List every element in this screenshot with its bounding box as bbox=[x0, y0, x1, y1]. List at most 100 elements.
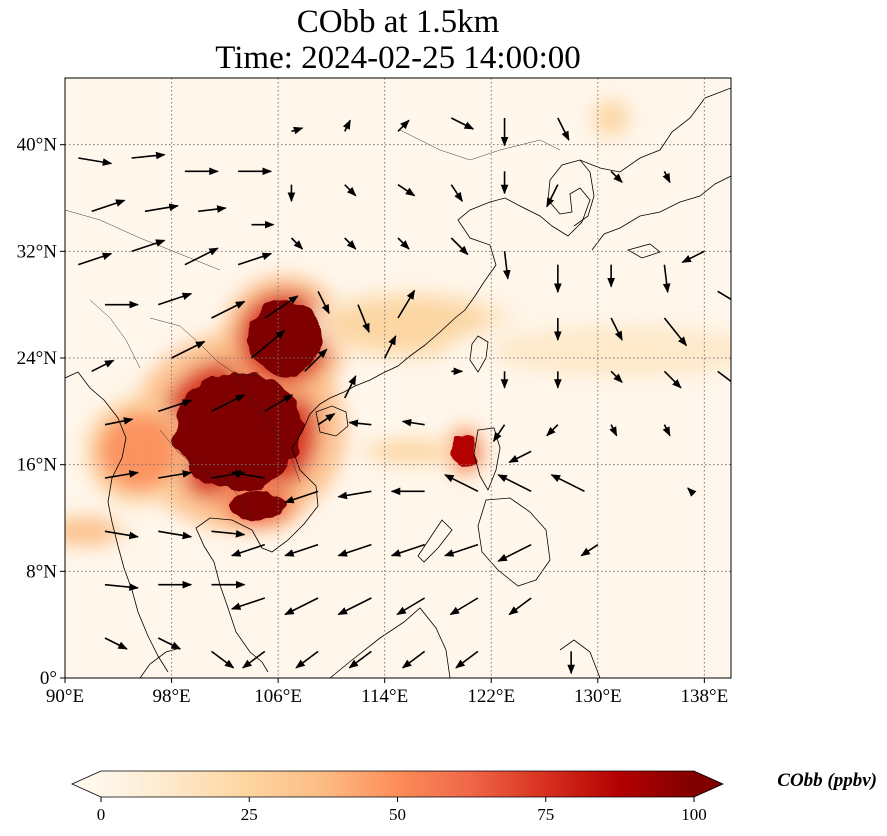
wind-vector-arrow bbox=[662, 264, 671, 294]
borneo-north bbox=[329, 607, 451, 678]
bay-of-bengal-coast bbox=[65, 371, 169, 673]
colorbar-extend-min bbox=[72, 771, 101, 797]
wind-vector-arrow bbox=[104, 417, 134, 426]
wind-vector-arrow bbox=[337, 597, 372, 616]
country-border-layer bbox=[65, 129, 561, 521]
wind-vector-arrow bbox=[104, 583, 139, 591]
philippines-south bbox=[477, 497, 551, 587]
wind-vector-arrow bbox=[450, 237, 469, 256]
wind-vector-arrow bbox=[184, 247, 219, 266]
wind-vector-arrow bbox=[230, 470, 265, 479]
wind-vector-arrow bbox=[383, 335, 397, 359]
colorbar-ticks: 0 25 50 75 100 bbox=[97, 797, 707, 824]
wind-vector-arrow bbox=[662, 424, 671, 437]
wind-vector-arrow bbox=[157, 292, 193, 306]
wind-vector-arrow bbox=[717, 370, 731, 389]
wind-vector-arrow bbox=[104, 637, 128, 650]
wind-vector-arrow bbox=[284, 543, 319, 557]
plume-body bbox=[98, 411, 179, 492]
wind-vector-arrow bbox=[291, 126, 304, 135]
wind-vector-arrow bbox=[91, 359, 115, 373]
map-plot-area bbox=[65, 78, 731, 678]
y-tick-label: 24°N bbox=[17, 348, 58, 369]
wind-vector-arrow bbox=[78, 157, 113, 166]
wind-vector-arrow bbox=[348, 419, 372, 428]
wind-vector-arrow bbox=[663, 317, 688, 347]
map-title: CObb at 1.5km bbox=[296, 4, 500, 40]
wind-vector-arrow bbox=[449, 597, 479, 616]
y-tick-label: 40°N bbox=[17, 135, 58, 156]
colorbar-tick-label: 100 bbox=[681, 805, 707, 824]
border-china-north bbox=[399, 129, 561, 161]
wind-vector-arrow bbox=[662, 170, 671, 184]
wind-vector-arrow bbox=[230, 597, 266, 610]
plume-body bbox=[331, 298, 492, 352]
wind-vector-arrow bbox=[610, 317, 623, 341]
wind-vector-arrow bbox=[397, 184, 416, 197]
colorbar-tick-label: 50 bbox=[389, 805, 406, 824]
map-subtitle-time: Time: 2024-02-25 14:00:00 bbox=[215, 40, 581, 76]
wind-vector-arrow bbox=[230, 543, 266, 557]
wind-vector-arrow bbox=[390, 543, 425, 557]
colorbar-label: CObb (ppbv) bbox=[777, 770, 877, 791]
wind-vector-arrow bbox=[455, 650, 479, 669]
plume-body bbox=[65, 518, 119, 545]
wind-vector-arrow bbox=[317, 413, 336, 426]
wind-vector-arrow bbox=[237, 252, 273, 266]
wind-vector-arrow bbox=[198, 205, 227, 213]
wind-vector-arrow bbox=[546, 424, 559, 437]
wind-vector-arrow bbox=[344, 375, 357, 399]
colorbar-tick-label: 75 bbox=[537, 805, 554, 824]
colorbar-extend-max bbox=[694, 771, 723, 797]
wind-vector-arrow bbox=[508, 450, 532, 464]
wind-vector-arrow bbox=[337, 490, 372, 500]
wind-vector-arrow bbox=[242, 650, 266, 669]
wind-vector-arrow bbox=[503, 251, 511, 280]
wind-vector-arrow bbox=[397, 289, 416, 319]
wind-vector-arrow bbox=[401, 650, 426, 669]
taiwan-island bbox=[469, 335, 489, 373]
border-myanmar-china bbox=[149, 317, 261, 377]
axis-ticks: 90°E 98°E 106°E 114°E 122°E 130°E 138°E 0° 8°N 16… bbox=[17, 135, 729, 707]
wind-vector-arrow bbox=[304, 348, 328, 372]
map-frame bbox=[64, 77, 732, 679]
y-tick-label: 0° bbox=[40, 668, 57, 689]
colorbar-tick-label: 25 bbox=[241, 805, 258, 824]
gridlines bbox=[65, 78, 731, 678]
wind-vector-arrow bbox=[450, 184, 463, 202]
wind-vector-arrow bbox=[681, 250, 705, 264]
wind-vector-arrow bbox=[344, 184, 357, 197]
plume-body bbox=[491, 324, 731, 378]
wind-vector-arrow bbox=[104, 470, 139, 479]
wind-vector-arrow bbox=[396, 597, 426, 616]
japan-kyushu-honshu bbox=[591, 175, 731, 251]
wind-vector-arrow bbox=[284, 597, 319, 616]
wind-vector-arrow bbox=[550, 474, 585, 493]
wind-vector-arrow bbox=[264, 394, 294, 413]
colorbar: 0 25 50 75 100 CObb (ppbv) bbox=[71, 770, 877, 824]
palawan-island bbox=[417, 519, 453, 563]
wind-vector-arrow bbox=[687, 487, 697, 497]
x-tick-label: 98°E bbox=[152, 686, 190, 707]
wind-vector-arrow bbox=[609, 424, 618, 437]
hainan-island bbox=[315, 405, 349, 437]
border-india-myanmar bbox=[89, 299, 141, 369]
wind-vector-arrow bbox=[211, 394, 246, 413]
wind-vector-arrow bbox=[317, 290, 330, 315]
wind-vector-arrow bbox=[91, 199, 126, 213]
y-tick-label: 8°N bbox=[26, 561, 57, 582]
wind-vector-arrow bbox=[342, 119, 351, 132]
border-laos-vietnam bbox=[235, 373, 301, 483]
wind-vector-arrow bbox=[444, 543, 479, 557]
x-tick-label: 130°E bbox=[574, 686, 622, 707]
wind-vector-arrow bbox=[508, 597, 532, 616]
wind-vector-arrow bbox=[171, 340, 206, 359]
wind-vector-arrow bbox=[157, 399, 193, 413]
plume-body bbox=[371, 440, 452, 463]
wind-vector-arrow bbox=[211, 650, 235, 669]
x-tick-label: 138°E bbox=[681, 686, 729, 707]
wind-vector-arrow bbox=[144, 203, 179, 213]
x-tick-label: 114°E bbox=[361, 686, 408, 707]
plume-body bbox=[595, 102, 628, 134]
